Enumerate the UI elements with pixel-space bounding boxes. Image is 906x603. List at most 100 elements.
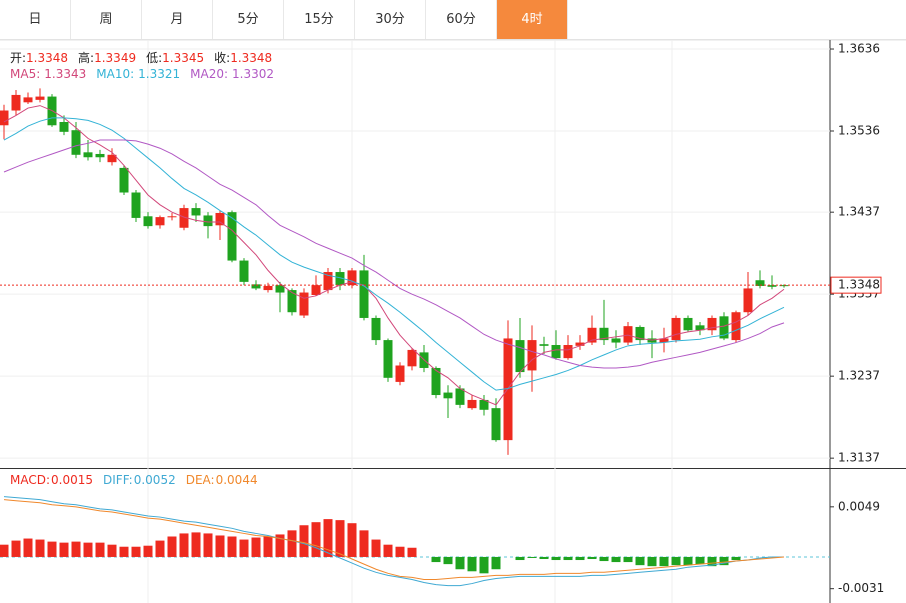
macd-bar — [347, 523, 357, 557]
macd-bar — [335, 520, 345, 557]
candle-body — [95, 153, 105, 158]
legend-name: MA20: — [190, 67, 228, 81]
y-tick-label: 1.3536 — [838, 124, 880, 138]
candle-body — [479, 399, 489, 410]
macd-bar — [311, 522, 321, 557]
candle-body — [431, 367, 441, 396]
candle-body — [167, 216, 177, 218]
macd-bar — [215, 535, 225, 557]
period-tab[interactable]: 4时 — [497, 0, 568, 39]
candle-body — [119, 167, 129, 193]
candle-body — [563, 345, 573, 359]
candle-body — [275, 285, 285, 293]
macd-bar — [455, 556, 465, 570]
y-tick-label: -0.0031 — [838, 581, 884, 595]
macd-bar — [731, 556, 741, 561]
candle-body — [215, 213, 225, 226]
candle-body — [539, 344, 549, 346]
candle-body — [599, 327, 609, 341]
candle-body — [623, 326, 633, 343]
candle-body — [527, 340, 537, 371]
candle-body — [287, 290, 297, 313]
period-tabs: 日周月 5分 15分 30分 60分 4时 — [0, 0, 906, 40]
ohlc-value: 1.3348 — [230, 51, 273, 65]
y-tick-label: 1.3636 — [838, 42, 880, 56]
macd-bar — [0, 544, 9, 557]
macd-bar — [275, 534, 285, 557]
period-tab[interactable]: 5分 — [213, 0, 284, 39]
macd-bar — [251, 537, 261, 557]
legend-name: MACD: — [10, 473, 51, 487]
macd-bar — [299, 525, 309, 557]
macd-bar — [323, 519, 333, 557]
ohlc-label: 高: — [78, 51, 95, 65]
macd-bar — [59, 542, 69, 557]
ma-line — [3, 105, 785, 406]
macd-bar — [671, 556, 681, 566]
macd-bar — [239, 539, 249, 557]
legend-value: 1.3302 — [232, 67, 274, 81]
period-tab[interactable]: 30分 — [355, 0, 426, 39]
candle-body — [407, 349, 417, 367]
candle-body — [107, 154, 117, 163]
macd-bar — [683, 556, 693, 566]
macd-bar — [719, 556, 729, 566]
macd-bar — [599, 556, 609, 562]
macd-bar — [551, 556, 561, 561]
candle-body — [611, 338, 621, 343]
legend-name: DIFF: — [103, 473, 133, 487]
macd-bar — [479, 556, 489, 574]
ohlc-label: 收: — [214, 51, 231, 65]
candle-body — [131, 192, 141, 218]
ohlc-header: 开:1.3348 高:1.3349 低:1.3345 收:1.3348 — [10, 49, 272, 66]
period-tab[interactable]: 日 — [0, 0, 71, 39]
macd-line — [3, 496, 784, 587]
macd-bar — [383, 544, 393, 557]
period-tab[interactable]: 15分 — [284, 0, 355, 39]
macd-bar — [23, 538, 33, 557]
candle-body — [743, 288, 753, 313]
candle-body — [719, 316, 729, 339]
macd-bar — [107, 544, 117, 557]
candle-body — [731, 312, 741, 341]
macd-bar — [407, 547, 417, 557]
macd-line — [3, 499, 785, 580]
candle-body — [203, 215, 213, 227]
macd-bar — [395, 546, 405, 557]
legend-item: MACD:0.0015 — [10, 473, 93, 487]
candle-body — [227, 212, 237, 261]
ohlc-item: 高:1.3349 — [78, 49, 136, 66]
macd-bar — [611, 556, 621, 563]
legend-name: MA10: — [96, 67, 135, 81]
period-tab[interactable]: 周 — [71, 0, 142, 39]
ma-line — [3, 117, 785, 391]
candle-body — [143, 216, 153, 227]
period-tab[interactable]: 60分 — [426, 0, 497, 39]
candle-body — [311, 285, 321, 295]
macd-bar — [47, 541, 57, 557]
macd-bar — [167, 536, 177, 557]
macd-bar — [491, 556, 501, 570]
y-tick-label: 1.3237 — [838, 369, 880, 383]
ohlc-value: 1.3348 — [26, 51, 69, 65]
legend-value: 0.0052 — [133, 473, 176, 487]
macd-bar — [707, 556, 717, 567]
candle-body — [755, 280, 765, 286]
macd-bar — [467, 556, 477, 572]
candle-body — [251, 284, 261, 289]
macd-bar — [227, 536, 237, 557]
legend-item: MA5: 1.3343 — [10, 67, 86, 81]
macd-bar — [35, 539, 45, 557]
legend-name: MA5: — [10, 67, 41, 81]
ohlc-item: 开:1.3348 — [10, 49, 68, 66]
macd-bar — [263, 536, 273, 557]
period-tab[interactable]: 月 — [142, 0, 213, 39]
macd-bar — [371, 539, 381, 557]
macd-bar — [11, 540, 21, 557]
legend-value: 0.0015 — [51, 473, 94, 487]
legend-value: 1.3321 — [138, 67, 181, 81]
macd-bar — [131, 546, 141, 557]
candle-body — [551, 345, 561, 359]
candle-body — [155, 217, 165, 226]
